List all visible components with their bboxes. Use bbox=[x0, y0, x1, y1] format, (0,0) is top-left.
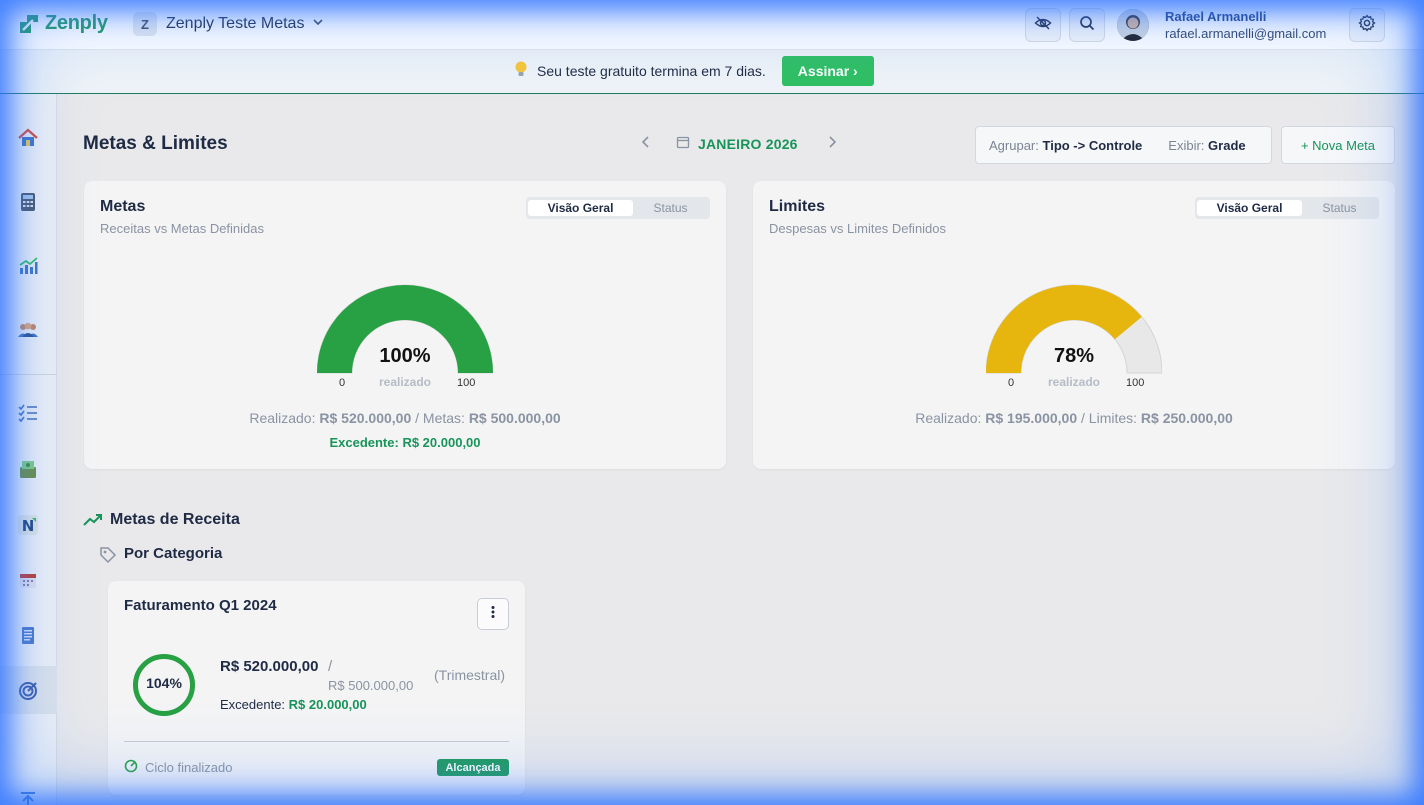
tag-icon bbox=[99, 546, 117, 569]
limites-min-tick: 0 bbox=[1008, 377, 1015, 389]
trial-text: Seu teste gratuito termina em 7 dias. bbox=[537, 63, 766, 79]
limites-title: Limites bbox=[769, 198, 826, 215]
metas-max-tick: 100 bbox=[457, 377, 476, 389]
metas-summary: Realizado: R$ 520.000,00 / Metas: R$ 500… bbox=[249, 410, 561, 426]
metas-gauge-fill bbox=[317, 285, 493, 373]
metas-percent: 100% bbox=[379, 345, 431, 367]
tab-visao-geral[interactable]: Visão Geral bbox=[1197, 200, 1302, 216]
limites-realizado-label: realizado bbox=[1047, 375, 1101, 389]
trial-banner: Seu teste gratuito termina em 7 dias. As… bbox=[0, 50, 1424, 94]
workspace-badge: Z bbox=[133, 12, 157, 36]
calendar-small-icon bbox=[676, 135, 690, 154]
svg-text:N: N bbox=[22, 517, 35, 535]
limites-view-toggle[interactable]: Visão Geral Status bbox=[1195, 197, 1379, 219]
month-label: JANEIRO 2026 bbox=[698, 136, 798, 152]
user-name: Rafael Armanelli bbox=[1165, 9, 1267, 24]
logo-text: Zenply bbox=[45, 12, 108, 34]
goal-progress-ring bbox=[133, 654, 195, 716]
goal-amount: R$ 520.000,00 bbox=[220, 658, 319, 675]
goal-footer: Ciclo finalizado bbox=[124, 759, 232, 776]
metas-min-tick: 0 bbox=[339, 377, 346, 389]
section-title: Metas de Receita bbox=[110, 511, 240, 528]
document-icon[interactable] bbox=[17, 624, 39, 646]
goal-percent: 104% bbox=[146, 675, 182, 691]
subscribe-button[interactable]: Assinar › bbox=[781, 56, 874, 86]
hide-values-button[interactable] bbox=[1025, 8, 1061, 42]
goal-footer-text: Ciclo finalizado bbox=[145, 760, 233, 775]
cycle-icon bbox=[124, 759, 138, 776]
tab-visao-geral[interactable]: Visão Geral bbox=[528, 200, 633, 216]
goal-period: (Trimestral) bbox=[434, 667, 506, 683]
target-icon[interactable] bbox=[17, 679, 39, 701]
workspace-name: Zenply Teste Metas bbox=[166, 15, 305, 32]
goal-divider bbox=[124, 741, 509, 742]
metas-title: Metas bbox=[100, 198, 146, 215]
money-box-icon[interactable] bbox=[17, 458, 39, 480]
chart-icon[interactable] bbox=[17, 255, 39, 277]
lightbulb-icon bbox=[513, 60, 529, 83]
checklist-icon[interactable] bbox=[17, 402, 39, 424]
group-by[interactable]: Agrupar: Tipo -> Controle bbox=[989, 137, 1143, 153]
page-title: Metas & Limites bbox=[83, 133, 228, 154]
search-button[interactable] bbox=[1069, 8, 1105, 42]
settings-button[interactable] bbox=[1349, 8, 1385, 42]
grouping-control[interactable]: Agrupar: Tipo -> Controle Exibir: Grade bbox=[975, 126, 1272, 164]
top-bar: Zenply Z Zenply Teste Metas Rafael Arman… bbox=[0, 0, 1424, 50]
eye-off-icon bbox=[1034, 14, 1052, 37]
limites-percent: 78% bbox=[1053, 345, 1095, 367]
chevron-right-icon[interactable] bbox=[826, 135, 838, 154]
goal-title: Faturamento Q1 2024 bbox=[124, 597, 277, 614]
metas-excedente: Excedente: R$ 20.000,00 bbox=[329, 435, 481, 450]
metas-realizado-label: realizado bbox=[378, 375, 432, 389]
tab-status[interactable]: Status bbox=[1322, 201, 1357, 215]
zenply-logo-icon bbox=[18, 13, 40, 35]
metas-view-toggle[interactable]: Visão Geral Status bbox=[526, 197, 710, 219]
calendar-icon[interactable] bbox=[17, 569, 39, 591]
chevron-left-icon[interactable] bbox=[640, 135, 652, 154]
kebab-menu-icon bbox=[491, 605, 495, 624]
home-icon[interactable] bbox=[17, 127, 39, 149]
month-navigator: JANEIRO 2026 bbox=[640, 134, 838, 154]
sidebar-divider bbox=[0, 374, 57, 375]
limites-subtitle: Despesas vs Limites Definidos bbox=[769, 221, 947, 236]
section-subtitle: Por Categoria bbox=[124, 545, 223, 562]
search-icon bbox=[1079, 15, 1095, 36]
more-options-button[interactable] bbox=[477, 598, 509, 630]
limites-gauge-fill bbox=[986, 284, 1142, 373]
user-email: rafael.armanelli@gmail.com bbox=[1165, 26, 1327, 41]
status-badge: Alcançada bbox=[437, 759, 509, 776]
collapse-icon[interactable] bbox=[17, 789, 39, 805]
goal-target: R$ 500.000,00 bbox=[328, 678, 414, 693]
metas-subtitle: Receitas vs Metas Definidas bbox=[100, 221, 265, 236]
workspace-selector[interactable]: Z Zenply Teste Metas bbox=[133, 12, 324, 36]
sidebar: N bbox=[0, 94, 57, 805]
metas-card: Metas Receitas vs Metas Definidas Visão … bbox=[84, 181, 726, 469]
limites-max-tick: 100 bbox=[1126, 377, 1145, 389]
goal-card[interactable]: Faturamento Q1 2024 104% R$ 520.000,00 /… bbox=[108, 581, 525, 795]
limites-gauge bbox=[986, 284, 1162, 374]
avatar[interactable] bbox=[1117, 9, 1149, 41]
goal-excedente: Excedente: R$ 20.000,00 bbox=[220, 697, 367, 712]
n-app-icon[interactable]: N bbox=[17, 514, 39, 536]
chevron-down-icon bbox=[312, 15, 324, 33]
new-goal-button[interactable]: + Nova Meta bbox=[1281, 126, 1395, 164]
trending-up-icon bbox=[83, 512, 103, 533]
tab-status[interactable]: Status bbox=[653, 201, 688, 215]
view-mode[interactable]: Exibir: Grade bbox=[1168, 137, 1246, 153]
limites-card: Limites Despesas vs Limites Definidos Vi… bbox=[753, 181, 1395, 469]
logo[interactable]: Zenply bbox=[18, 12, 108, 35]
calculator-icon[interactable] bbox=[17, 191, 39, 213]
team-icon[interactable] bbox=[17, 319, 39, 341]
metas-gauge bbox=[317, 284, 493, 374]
gear-icon bbox=[1358, 13, 1376, 37]
goal-slash: / bbox=[328, 658, 333, 675]
limites-summary: Realizado: R$ 195.000,00 / Limites: R$ 2… bbox=[915, 410, 1233, 426]
